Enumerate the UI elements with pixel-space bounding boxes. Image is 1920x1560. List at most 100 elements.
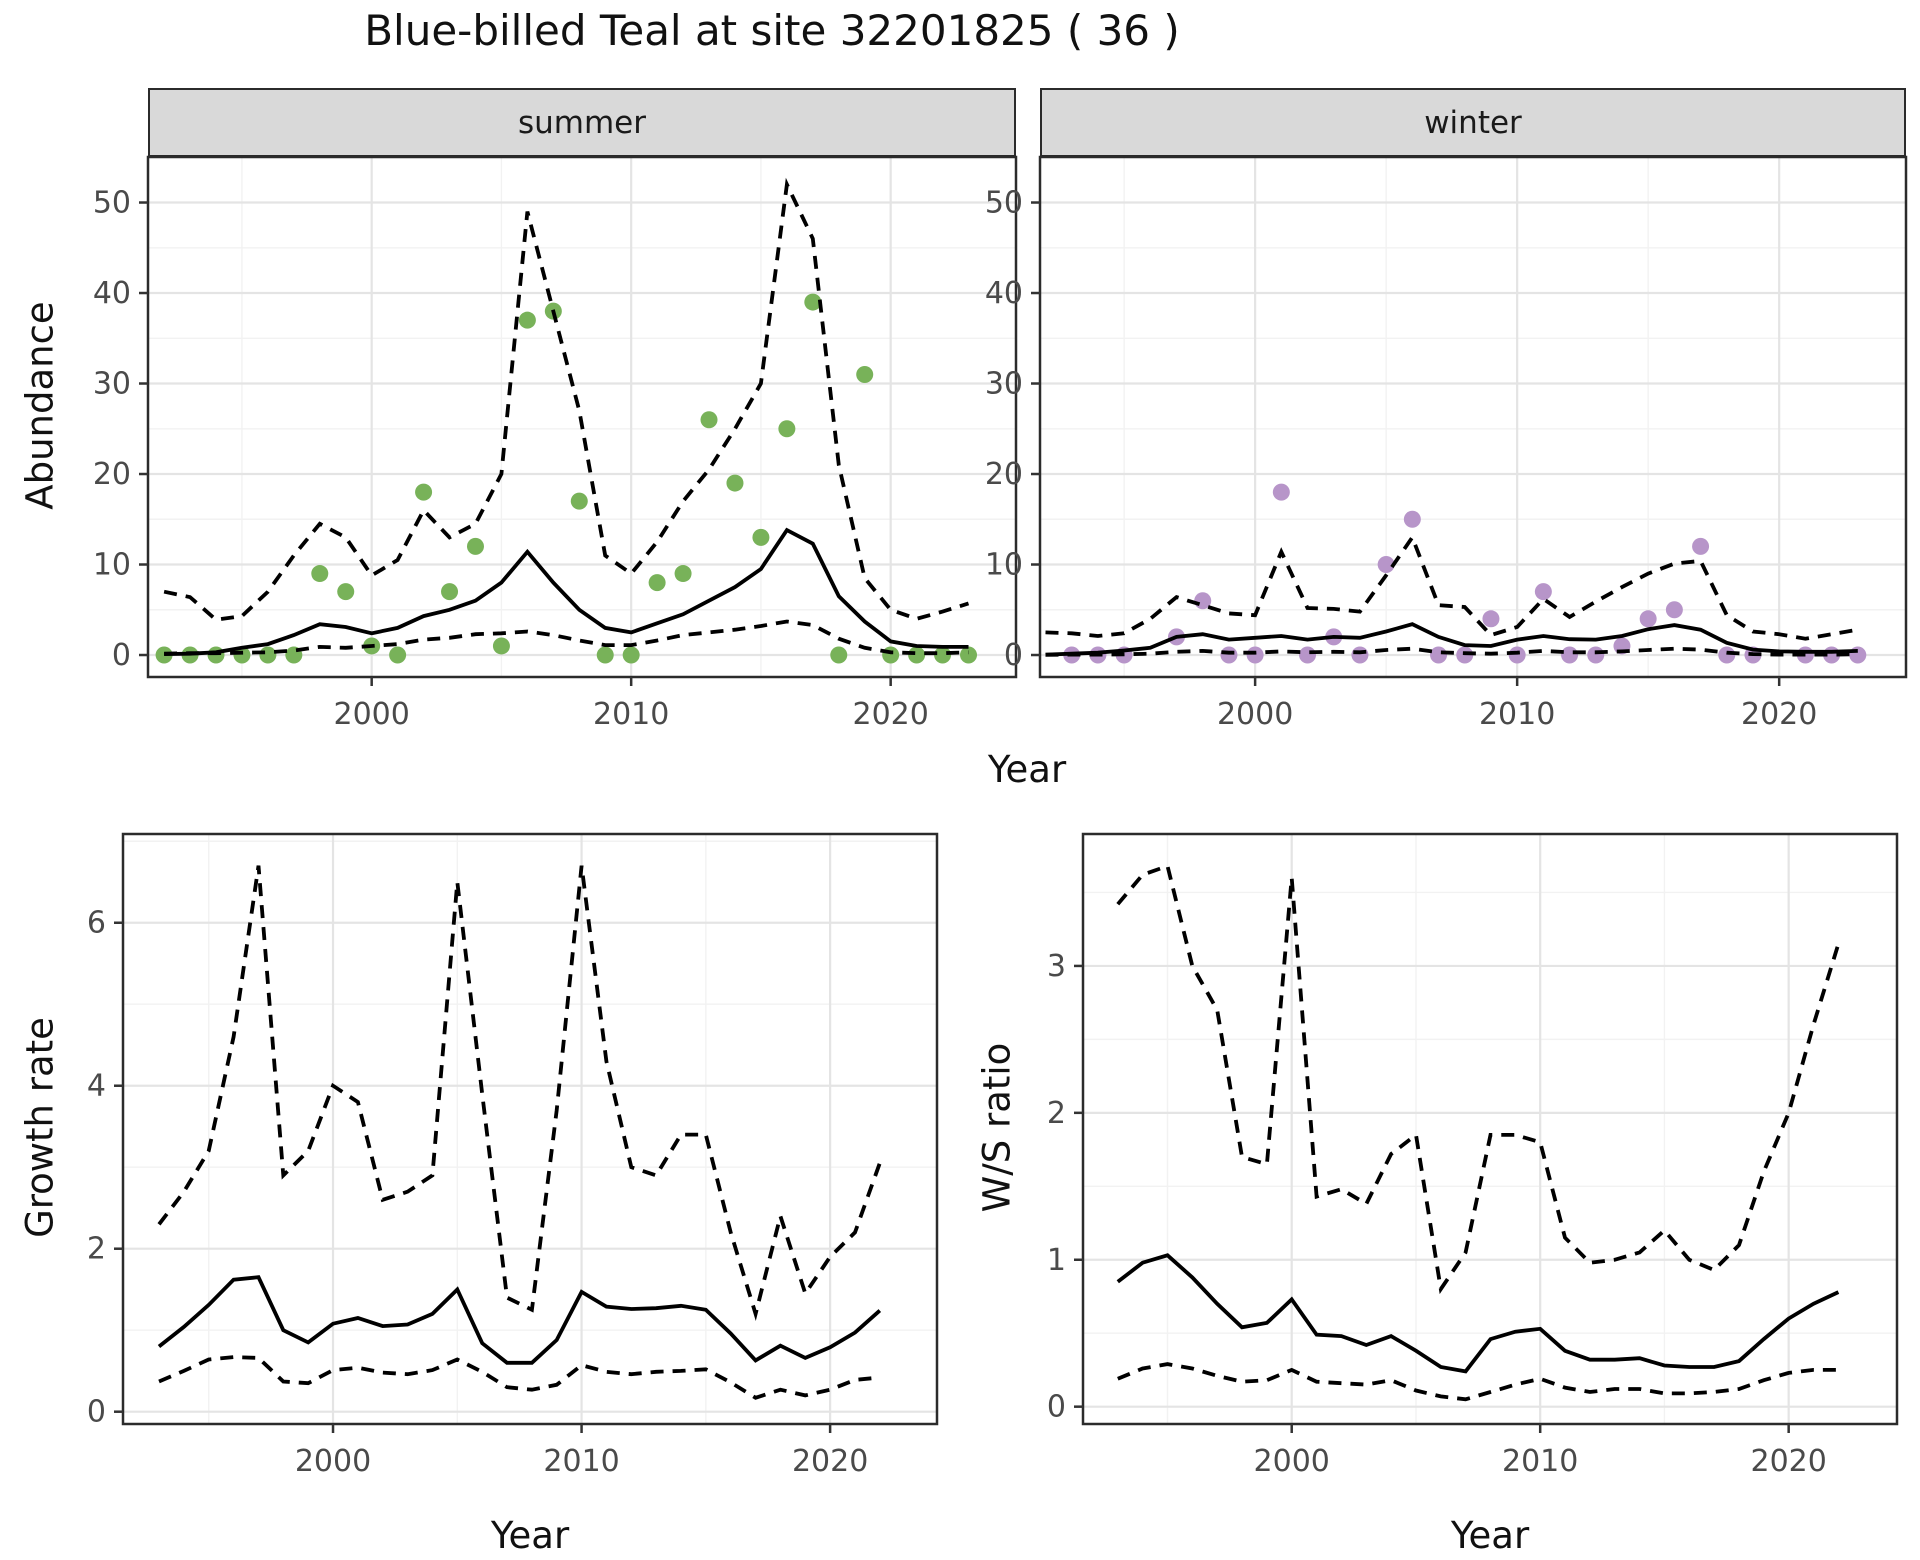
abundance-winter-y-tick-label: 50	[985, 186, 1023, 221]
abundance-winter-point	[1718, 646, 1736, 664]
abundance-summer-y-tick-label: 20	[93, 457, 131, 492]
growth-rate-panel-border	[121, 832, 939, 1426]
abundance-winter-y-tick-label: 0	[1004, 638, 1023, 673]
abundance-summer-point	[856, 365, 874, 383]
abundance-winter-x-tick-label: 2020	[1741, 697, 1817, 732]
abundance-winter-point	[1403, 510, 1421, 528]
abundance-winter-y-tick-label: 20	[985, 457, 1023, 492]
abundance-winter-point	[1272, 483, 1290, 501]
abundance-summer-point	[596, 646, 614, 664]
ws-ratio-y-tick-label: 2	[1047, 1096, 1066, 1131]
abundance-winter-y-tick-label: 40	[985, 276, 1023, 311]
abundance-summer-point	[155, 646, 173, 664]
growth-rate-y-tick-label: 2	[87, 1232, 106, 1267]
y-axis-title-growth-rate: Growth rate	[18, 1017, 62, 1238]
growth-rate-lower_ci-line	[158, 1355, 880, 1400]
growth-rate-estimate-line	[157, 1275, 882, 1365]
abundance-summer-x-tick-label: 2020	[852, 697, 928, 732]
abundance-summer-point	[570, 492, 588, 510]
abundance-summer-point	[518, 311, 536, 329]
abundance-summer-point	[830, 646, 848, 664]
abundance-summer-point	[908, 646, 926, 664]
facet-strip-winter: winter	[1040, 88, 1906, 157]
growth-rate-y-tick-label: 6	[87, 906, 106, 941]
abundance-summer-point	[934, 646, 952, 664]
abundance-winter-point	[1299, 646, 1317, 664]
ws-ratio-lower_ci-line	[1117, 1362, 1839, 1402]
abundance-summer-point	[882, 646, 900, 664]
abundance-winter-upper_ci-line	[1045, 533, 1859, 641]
x-axis-title-year-bottom-right: Year	[1450, 1514, 1530, 1557]
ws-ratio-estimate-line	[1116, 1253, 1840, 1374]
growth-rate-upper_ci-line	[157, 865, 882, 1321]
abundance-summer-y-tick-label: 0	[112, 638, 131, 673]
ws-ratio-y-tick-label: 1	[1047, 1243, 1066, 1278]
abundance-winter-point	[1508, 646, 1526, 664]
abundance-summer-point	[311, 565, 329, 583]
ws-ratio-x-tick-label: 2000	[1254, 1444, 1330, 1479]
growth-rate-y-tick-label: 4	[87, 1069, 106, 1104]
abundance-summer-x-tick-label: 2000	[334, 697, 410, 732]
abundance-summer-upper_ci-line	[163, 177, 970, 622]
x-axis-title-year-top: Year	[987, 748, 1067, 791]
abundance-summer-point	[233, 646, 251, 664]
facet-strip-summer-label: summer	[517, 104, 646, 141]
abundance-summer-point	[441, 583, 459, 601]
abundance-winter-point	[1351, 646, 1369, 664]
abundance-winter-panel-border	[1038, 155, 1908, 679]
abundance-summer-estimate-line	[164, 527, 969, 656]
abundance-summer-point	[960, 646, 978, 664]
abundance-winter-point	[1246, 646, 1264, 664]
abundance-winter-point	[1482, 610, 1500, 628]
growth-rate-x-tick-label: 2020	[792, 1444, 868, 1479]
x-axis-title-year-bottom-left: Year	[490, 1514, 570, 1557]
y-axis-title-ws-ratio: W/S ratio	[975, 1042, 1019, 1213]
abundance-winter-point	[1665, 601, 1683, 619]
abundance-summer-y-tick-label: 30	[93, 367, 131, 402]
chart-title: Blue-billed Teal at site 32201825 ( 36 )	[364, 6, 1180, 55]
abundance-summer-x-tick-label: 2010	[593, 697, 669, 732]
growth-rate-y-tick-label: 0	[87, 1395, 106, 1430]
abundance-summer-point	[700, 411, 718, 429]
ws-ratio-y-tick-label: 0	[1047, 1390, 1066, 1425]
abundance-summer-point	[466, 537, 484, 555]
abundance-summer-point	[337, 583, 355, 601]
abundance-winter-point	[1377, 556, 1395, 574]
abundance-summer-lower_ci-line	[164, 619, 969, 656]
abundance-winter-point	[1430, 646, 1448, 664]
abundance-winter-point	[1534, 583, 1552, 601]
abundance-winter-point	[1220, 646, 1238, 664]
abundance-summer-panel-border	[146, 155, 1018, 679]
abundance-winter-point	[1587, 646, 1605, 664]
abundance-winter-x-tick-label: 2000	[1217, 697, 1293, 732]
abundance-summer-point	[752, 528, 770, 546]
ws-ratio-panel-border	[1081, 832, 1899, 1426]
ws-ratio-x-tick-label: 2020	[1750, 1444, 1826, 1479]
abundance-winter-point	[1639, 610, 1657, 628]
abundance-summer-y-tick-label: 40	[93, 276, 131, 311]
facet-strip-summer: summer	[148, 88, 1016, 157]
abundance-winter-lower_ci-line	[1045, 646, 1858, 657]
abundance-summer-point	[778, 420, 796, 438]
abundance-summer-point	[415, 483, 433, 501]
abundance-summer-y-tick-label: 50	[93, 186, 131, 221]
abundance-summer-point	[804, 293, 822, 311]
growth-rate-x-tick-label: 2010	[543, 1444, 619, 1479]
abundance-winter-point	[1849, 646, 1867, 664]
abundance-summer-point	[389, 646, 407, 664]
abundance-summer-point	[726, 474, 744, 492]
abundance-winter-x-tick-label: 2010	[1479, 697, 1555, 732]
abundance-winter-point	[1692, 537, 1710, 555]
abundance-winter-y-tick-label: 10	[985, 548, 1023, 583]
ws-ratio-y-tick-label: 3	[1047, 949, 1066, 984]
facet-strip-winter-label: winter	[1424, 104, 1522, 141]
ws-ratio-x-tick-label: 2010	[1502, 1444, 1578, 1479]
abundance-winter-point	[1561, 646, 1579, 664]
abundance-summer-point	[622, 646, 640, 664]
abundance-winter-y-tick-label: 30	[985, 367, 1023, 402]
abundance-summer-point	[648, 574, 666, 592]
y-axis-title-abundance: Abundance	[18, 301, 62, 510]
abundance-winter-panel-bg	[1040, 157, 1906, 677]
growth-rate-panel-bg	[123, 834, 937, 1424]
